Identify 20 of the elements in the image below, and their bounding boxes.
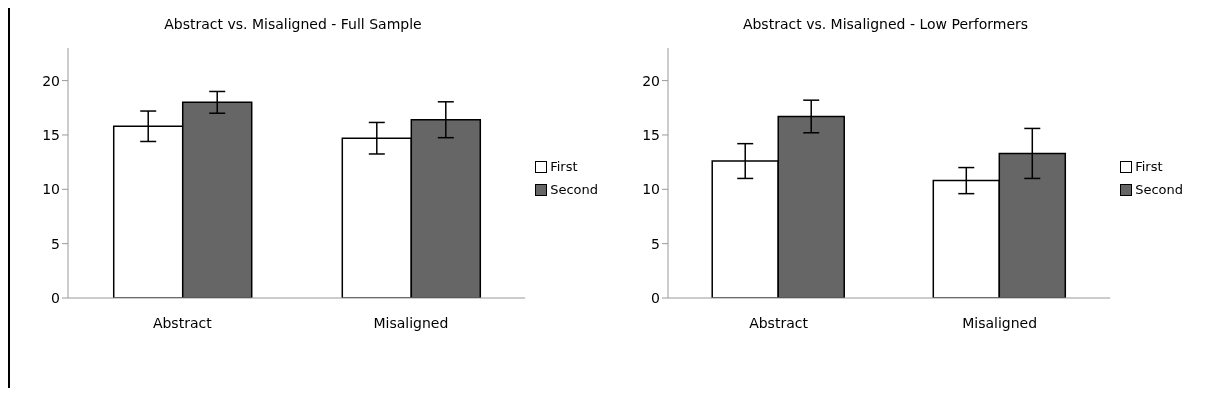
x-tick-label: Misaligned <box>962 314 1038 331</box>
y-tick-label: 5 <box>51 235 60 252</box>
y-tick-label: 10 <box>42 181 60 198</box>
y-tick-label: 15 <box>42 126 60 143</box>
x-tick-label: Misaligned <box>373 314 449 331</box>
y-tick-label: 0 <box>51 289 60 306</box>
x-tick-label: Abstract <box>749 314 809 331</box>
y-tick-label: 10 <box>642 181 660 198</box>
y-tick-label: 20 <box>642 72 660 89</box>
legend-label: First <box>1135 159 1163 174</box>
legend-label: Second <box>1135 182 1183 197</box>
chart-title: Abstract vs. Misaligned - Full Sample <box>163 16 423 32</box>
x-tick-label: Abstract <box>152 314 213 331</box>
y-tick-label: 0 <box>651 289 660 306</box>
y-tick-label: 20 <box>42 72 60 89</box>
legend-label: Second <box>550 182 598 197</box>
y-tick-label: 5 <box>651 235 660 252</box>
chart-title: Abstract vs. Misaligned - Low Performers <box>741 16 1030 32</box>
y-tick-label: 15 <box>642 126 660 143</box>
legend-label: First <box>550 159 578 174</box>
